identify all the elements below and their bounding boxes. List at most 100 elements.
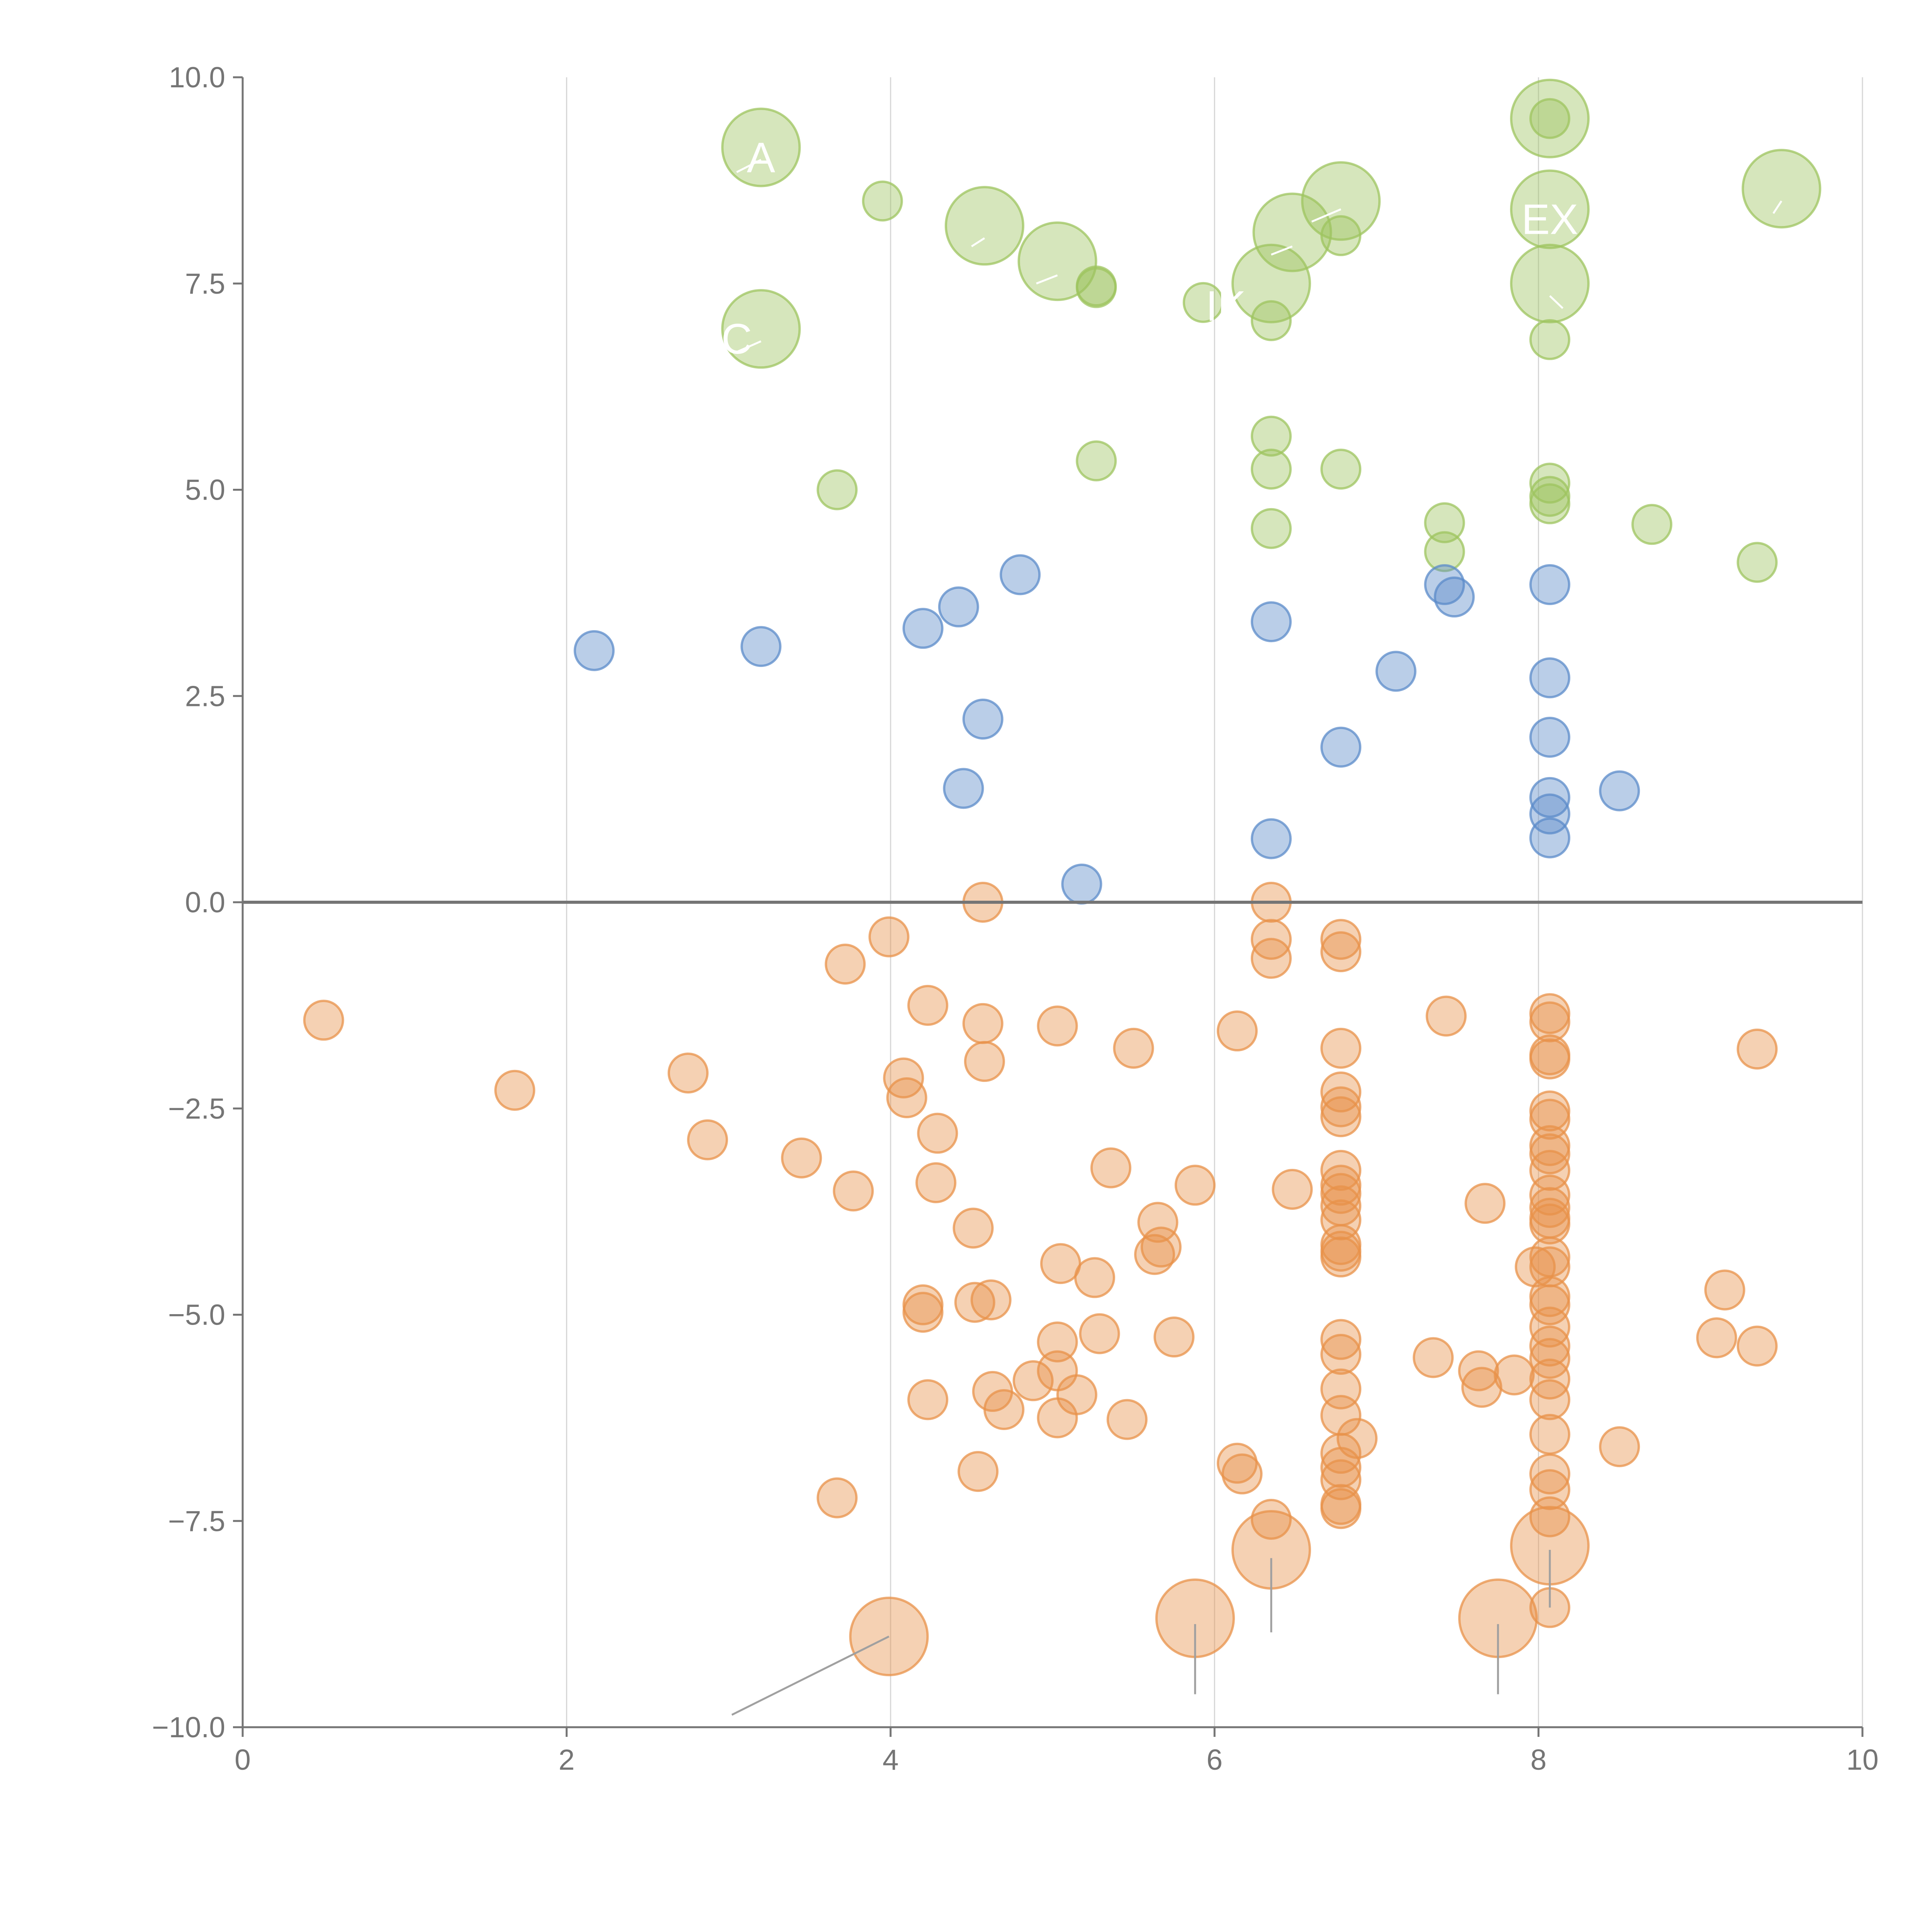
data-point-high	[1250, 449, 1292, 490]
data-point-low	[1529, 1187, 1570, 1228]
data-point-low	[915, 1162, 957, 1203]
data-point-mid	[1529, 657, 1570, 699]
data-point-low	[1134, 1234, 1175, 1275]
leader-line	[1549, 295, 1564, 309]
data-point-high	[1510, 169, 1590, 249]
data-point-mid	[740, 626, 782, 667]
data-point-low	[781, 1137, 822, 1179]
data-point-high	[1529, 98, 1570, 139]
data-point-low	[1320, 1319, 1362, 1360]
data-point-high	[1529, 319, 1570, 360]
data-point-low	[1464, 1183, 1506, 1224]
data-point-mid	[1320, 726, 1362, 768]
x-tick-label: 0	[235, 1743, 251, 1776]
data-point-low	[1153, 1316, 1195, 1358]
data-point-mid	[573, 630, 615, 671]
data-point-low	[494, 1070, 536, 1111]
data-point-high	[862, 180, 903, 222]
data-point-low	[983, 1389, 1025, 1430]
data-point-low	[1493, 1354, 1535, 1396]
data-point-low	[1250, 938, 1292, 979]
data-point-low	[1113, 1027, 1154, 1069]
data-point-low	[1320, 1096, 1362, 1138]
data-point-low	[1056, 1374, 1097, 1415]
data-point-low	[1037, 1005, 1078, 1047]
data-point-mid	[938, 586, 979, 628]
leader-line	[736, 159, 762, 173]
data-point-low	[1221, 1453, 1263, 1495]
data-point-low	[1090, 1147, 1131, 1189]
data-points	[303, 78, 1821, 1677]
y-tick-label: −10.0	[152, 1711, 225, 1743]
data-point-high	[1076, 267, 1117, 308]
data-point-low	[1320, 1459, 1362, 1500]
data-point-low	[1337, 1418, 1378, 1459]
data-point-low	[954, 1282, 995, 1323]
data-point-low	[1250, 1498, 1292, 1540]
data-point-low	[1174, 1165, 1216, 1206]
data-point-low	[868, 916, 910, 957]
data-point-low	[1529, 1414, 1570, 1455]
data-point-low	[1272, 1168, 1313, 1210]
data-point-low	[1413, 1337, 1454, 1378]
y-tick-label: 10.0	[169, 61, 225, 94]
data-point-high	[944, 186, 1024, 266]
data-point-mid	[1529, 777, 1570, 818]
data-point-low	[962, 1003, 1003, 1044]
data-point-low	[964, 1041, 1005, 1082]
data-point-low	[1320, 1071, 1362, 1113]
data-point-high	[1742, 149, 1821, 229]
data-point-low	[1040, 1243, 1081, 1284]
data-point-low	[1074, 1257, 1115, 1298]
data-point-high	[1424, 531, 1465, 572]
data-point-low	[1599, 1426, 1640, 1468]
data-point-mid	[902, 608, 944, 649]
data-point-low	[917, 1112, 958, 1154]
data-point-mid	[1434, 577, 1475, 618]
data-point-low	[1529, 1325, 1570, 1367]
data-point-low	[1529, 1001, 1570, 1043]
data-point-low	[952, 1208, 994, 1249]
data-point-high	[721, 107, 801, 187]
data-point-mid	[1250, 818, 1292, 859]
data-point-high	[1252, 192, 1332, 272]
data-point-low	[970, 1279, 1012, 1321]
data-point-low	[1079, 1313, 1120, 1354]
data-point-high	[1510, 243, 1590, 323]
data-point-mid	[1375, 651, 1417, 692]
data-point-low	[1320, 931, 1362, 973]
data-point-low	[1037, 1321, 1078, 1362]
leader-line	[736, 340, 762, 353]
x-tick-label: 2	[559, 1743, 575, 1776]
data-point-low	[1529, 1203, 1570, 1245]
y-tick-label: 0.0	[185, 886, 225, 918]
data-point-low	[1458, 1350, 1499, 1391]
data-point-low	[1320, 1199, 1362, 1240]
data-point-low	[1704, 1269, 1745, 1311]
data-point-low	[1529, 1379, 1570, 1420]
data-point-low	[902, 1292, 944, 1333]
data-point-high	[1301, 161, 1381, 241]
x-tick-label: 6	[1206, 1743, 1223, 1776]
leader-line	[731, 1635, 889, 1716]
data-point-mid	[1529, 717, 1570, 758]
y-tick-label: −5.0	[168, 1299, 225, 1331]
data-point-low	[825, 944, 866, 985]
data-point-low	[1736, 1029, 1778, 1070]
data-point-low	[1529, 1133, 1570, 1175]
data-point-high	[721, 289, 801, 369]
data-point-low	[687, 1119, 728, 1160]
data-point-mid	[1529, 793, 1570, 835]
data-point-low	[833, 1170, 874, 1212]
data-point-high	[1631, 504, 1673, 545]
data-point-high	[1529, 463, 1570, 504]
data-point-low	[1529, 1284, 1570, 1325]
data-point-high	[816, 469, 858, 510]
data-point-high	[1320, 215, 1362, 256]
data-point-low	[907, 1379, 949, 1420]
x-tick-label: 10	[1846, 1743, 1878, 1776]
data-point-high	[1510, 78, 1590, 158]
data-point-mid	[1529, 817, 1570, 859]
data-point-mid	[1599, 770, 1640, 811]
data-point-low	[1529, 1359, 1570, 1400]
